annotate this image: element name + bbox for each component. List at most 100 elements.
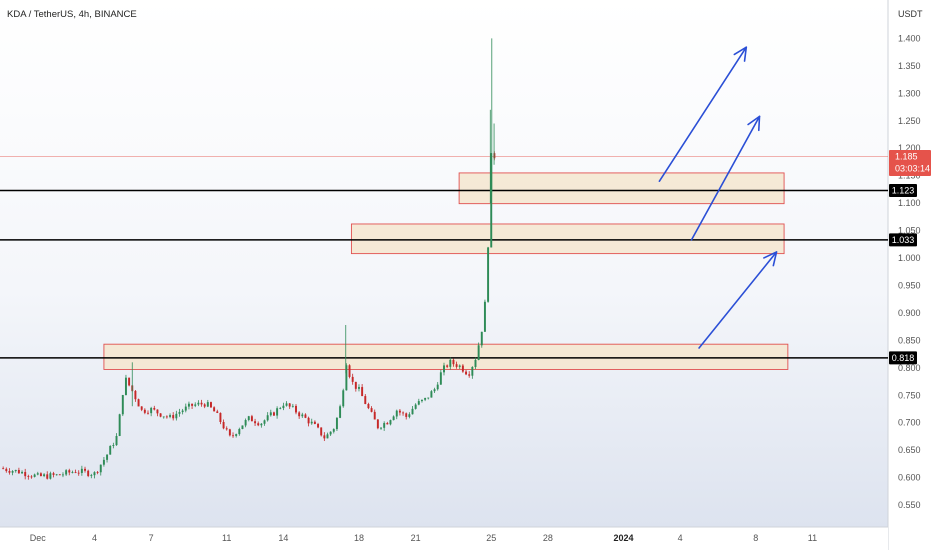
candles-layer[interactable] — [2, 38, 496, 480]
candle[interactable] — [436, 382, 439, 391]
candle[interactable] — [282, 402, 285, 411]
candle[interactable] — [134, 389, 137, 402]
candle[interactable] — [222, 419, 225, 430]
candle[interactable] — [14, 469, 17, 473]
candle[interactable] — [225, 426, 228, 431]
candle[interactable] — [348, 364, 351, 379]
candle[interactable] — [191, 403, 194, 410]
candle[interactable] — [402, 411, 405, 416]
candle[interactable] — [380, 426, 382, 430]
candle[interactable] — [228, 428, 231, 437]
candle[interactable] — [87, 469, 90, 478]
candle[interactable] — [323, 432, 326, 442]
price-axis-unit[interactable]: USDT — [898, 9, 923, 19]
candle[interactable] — [487, 246, 490, 303]
candle[interactable] — [194, 402, 197, 408]
candle[interactable] — [143, 408, 146, 415]
candle[interactable] — [121, 394, 124, 417]
projection-arrow-1[interactable] — [658, 46, 748, 182]
candle[interactable] — [272, 411, 275, 416]
candle[interactable] — [383, 421, 386, 431]
candle[interactable] — [219, 412, 222, 425]
candle[interactable] — [247, 415, 250, 422]
candle[interactable] — [58, 474, 61, 476]
candle[interactable] — [11, 470, 14, 476]
candle[interactable] — [260, 423, 263, 428]
candle[interactable] — [43, 473, 46, 478]
candle[interactable] — [250, 414, 253, 422]
candle[interactable] — [320, 427, 323, 437]
candle[interactable] — [392, 415, 395, 421]
candle[interactable] — [118, 413, 121, 437]
candle[interactable] — [430, 390, 433, 398]
candle[interactable] — [74, 469, 77, 474]
candle[interactable] — [452, 358, 455, 367]
candle[interactable] — [480, 331, 483, 348]
candle[interactable] — [424, 397, 427, 402]
candle[interactable] — [80, 465, 83, 476]
candle[interactable] — [65, 469, 68, 476]
candle[interactable] — [93, 471, 96, 479]
candle[interactable] — [310, 418, 313, 425]
candle[interactable] — [197, 400, 200, 407]
candle[interactable] — [370, 406, 373, 413]
candle[interactable] — [112, 442, 115, 449]
candle[interactable] — [244, 418, 247, 428]
candle[interactable] — [439, 369, 442, 385]
candle[interactable] — [49, 471, 52, 480]
candle[interactable] — [263, 419, 266, 426]
candle[interactable] — [99, 464, 102, 476]
candle[interactable] — [150, 406, 153, 417]
candle[interactable] — [361, 384, 364, 397]
candle[interactable] — [213, 406, 216, 412]
candle[interactable] — [5, 467, 8, 473]
candle[interactable] — [8, 468, 11, 475]
candle[interactable] — [458, 364, 461, 369]
candle[interactable] — [52, 471, 55, 478]
candle[interactable] — [200, 399, 203, 407]
candle[interactable] — [162, 416, 165, 419]
candle[interactable] — [147, 410, 149, 415]
candle[interactable] — [471, 366, 474, 379]
candle[interactable] — [39, 472, 42, 477]
projection-arrow-2[interactable] — [690, 115, 761, 241]
candle[interactable] — [159, 413, 162, 418]
candle[interactable] — [408, 412, 411, 419]
candle[interactable] — [203, 403, 206, 409]
candle[interactable] — [405, 412, 408, 420]
candle[interactable] — [235, 433, 238, 438]
candle[interactable] — [364, 394, 367, 405]
candle[interactable] — [115, 433, 118, 446]
candle[interactable] — [181, 408, 184, 415]
candle[interactable] — [128, 377, 131, 387]
candle[interactable] — [169, 413, 172, 419]
projection-arrow-3[interactable] — [698, 251, 778, 349]
candle[interactable] — [109, 445, 112, 455]
candle[interactable] — [241, 425, 244, 430]
candle[interactable] — [443, 362, 445, 376]
support-zone-2[interactable] — [350, 223, 785, 255]
candle[interactable] — [354, 381, 357, 392]
candle[interactable] — [345, 363, 348, 391]
candle[interactable] — [153, 405, 156, 411]
candle[interactable] — [342, 388, 345, 408]
candle[interactable] — [232, 432, 234, 438]
candle[interactable] — [373, 409, 376, 420]
candle[interactable] — [46, 471, 49, 480]
candle[interactable] — [165, 415, 168, 419]
candle[interactable] — [291, 403, 294, 408]
candle[interactable] — [420, 399, 423, 403]
candle[interactable] — [24, 468, 27, 480]
candle[interactable] — [411, 406, 414, 415]
candle[interactable] — [339, 404, 342, 419]
candle[interactable] — [313, 420, 316, 425]
candle[interactable] — [90, 473, 93, 479]
candle[interactable] — [483, 299, 486, 332]
support-zone-1[interactable] — [458, 172, 785, 205]
candle[interactable] — [298, 411, 301, 419]
candle[interactable] — [367, 402, 370, 410]
candle[interactable] — [77, 470, 80, 476]
candle[interactable] — [266, 412, 269, 422]
candle[interactable] — [465, 369, 468, 376]
